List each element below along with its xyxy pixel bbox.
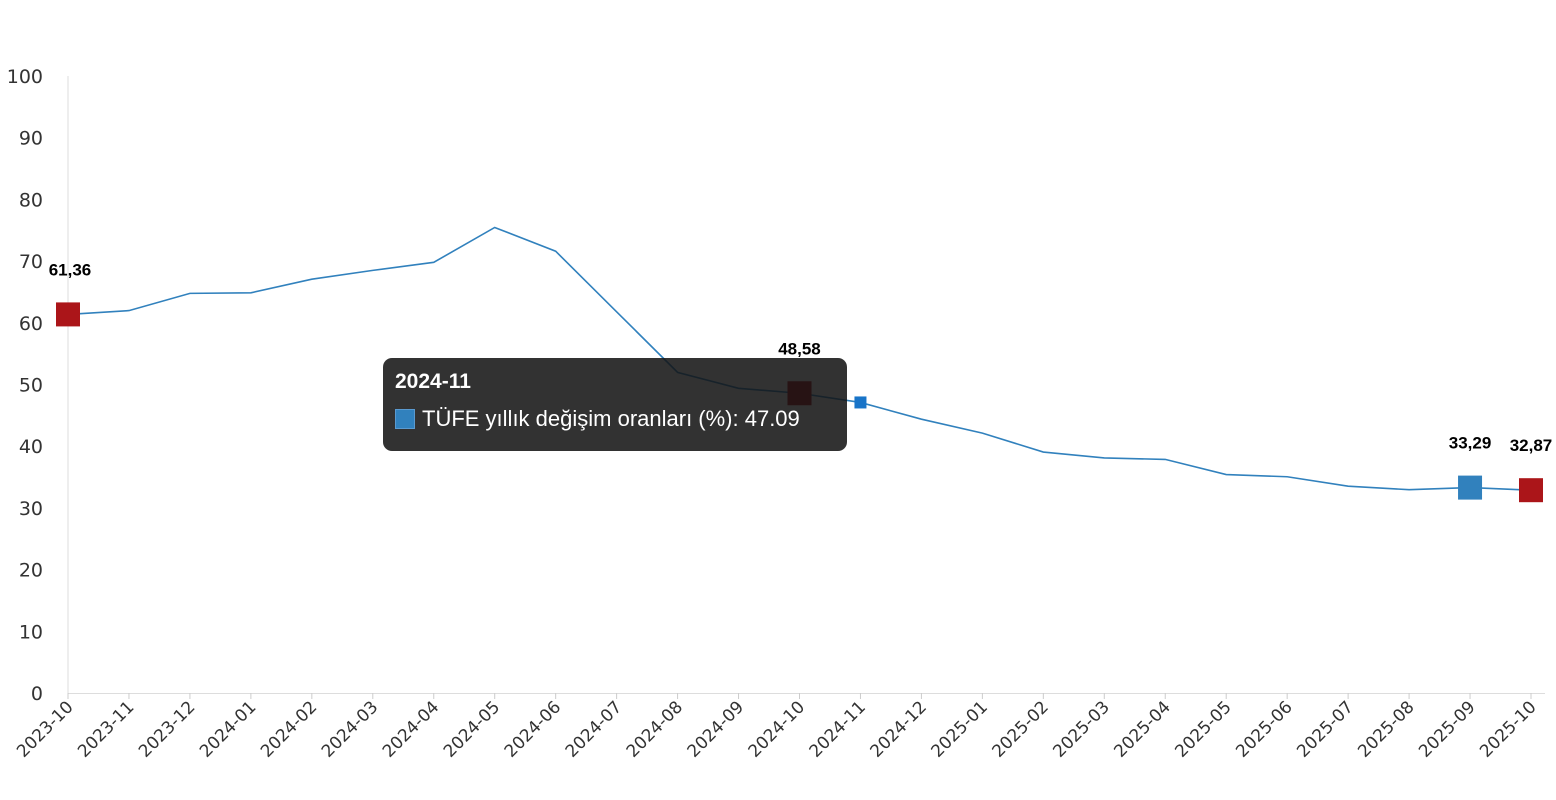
- x-tick-label: 2025-10: [1476, 697, 1540, 761]
- x-tick-label: 2025-05: [1171, 697, 1235, 761]
- tooltip: 2024-11 TÜFE yıllık değişim oranları (%)…: [383, 358, 847, 451]
- hover-point-marker[interactable]: [854, 396, 867, 409]
- x-tick-label: 2025-01: [928, 697, 992, 761]
- x-tick-label: 2024-03: [318, 697, 382, 761]
- y-tick-label: 40: [19, 436, 43, 458]
- data-label: 61,36: [49, 260, 92, 279]
- tooltip-text: TÜFE yıllık değişim oranları (%): 47.09: [422, 406, 800, 431]
- x-tick-label: 2023-10: [13, 697, 77, 761]
- x-tick-label: 2024-05: [440, 697, 504, 761]
- data-label: 33,29: [1449, 434, 1492, 453]
- x-tick-label: 2024-07: [562, 697, 626, 761]
- highlighted-point-marker[interactable]: [1458, 475, 1483, 500]
- x-tick-label: 2024-08: [623, 697, 687, 761]
- x-tick-label: 2023-12: [135, 697, 199, 761]
- x-tick-label: 2024-04: [379, 697, 443, 761]
- x-tick-label: 2025-08: [1354, 697, 1418, 761]
- x-tick-label: 2025-09: [1415, 697, 1479, 761]
- x-tick-label: 2024-06: [501, 697, 565, 761]
- x-tick-label: 2024-12: [867, 697, 931, 761]
- x-tick-label: 2025-04: [1110, 697, 1174, 761]
- y-tick-label: 20: [19, 560, 43, 582]
- y-tick-label: 50: [19, 375, 43, 397]
- x-tick-label: 2024-01: [196, 697, 260, 761]
- x-tick-label: 2025-03: [1049, 697, 1113, 761]
- y-tick-label: 30: [19, 498, 43, 520]
- y-tick-label: 60: [19, 313, 43, 335]
- x-tick-label: 2024-09: [684, 697, 748, 761]
- data-label: 32,87: [1510, 436, 1553, 455]
- highlighted-point-marker[interactable]: [1519, 478, 1543, 503]
- y-tick-label: 10: [19, 621, 43, 643]
- x-tick-label: 2025-07: [1293, 697, 1357, 761]
- x-tick-label: 2025-02: [989, 697, 1053, 761]
- tooltip-row: TÜFE yıllık değişim oranları (%): 47.09: [395, 406, 835, 432]
- series-swatch-icon: [395, 409, 415, 429]
- x-tick-label: 2024-10: [745, 697, 809, 761]
- x-tick-label: 2025-06: [1232, 697, 1296, 761]
- y-tick-label: 90: [19, 128, 43, 150]
- data-label: 48,58: [778, 339, 821, 358]
- x-tick-label: 2024-02: [257, 697, 321, 761]
- y-tick-label: 80: [19, 189, 43, 211]
- y-tick-label: 70: [19, 251, 43, 273]
- y-tick-label: 0: [31, 683, 43, 705]
- x-tick-label: 2023-11: [74, 697, 138, 761]
- highlighted-point-marker[interactable]: [56, 302, 80, 327]
- tooltip-title: 2024-11: [395, 370, 471, 393]
- x-tick-label: 2024-11: [806, 697, 870, 761]
- y-tick-label: 100: [7, 66, 43, 88]
